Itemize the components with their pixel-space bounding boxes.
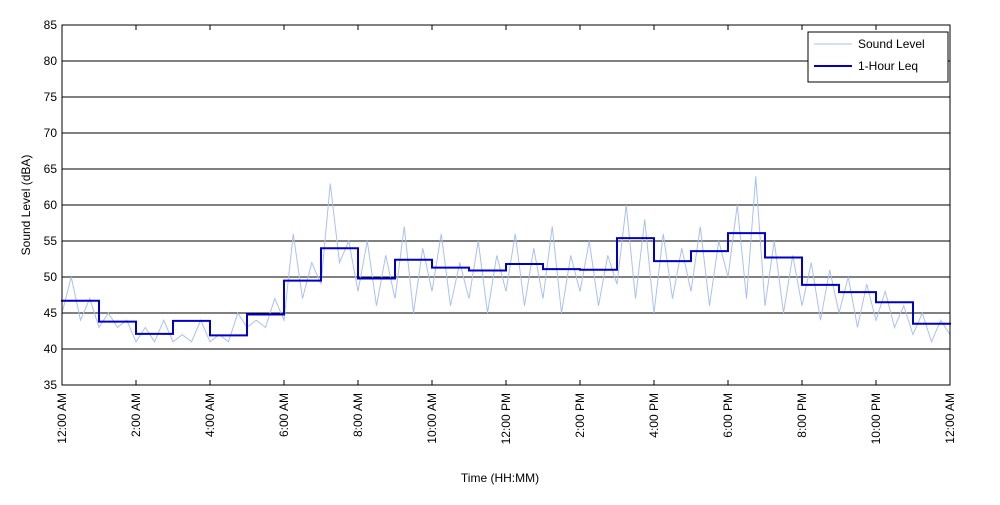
plot-frame [61,24,951,386]
y-tick-label: 45 [44,306,58,320]
x-tick-label: 12:00 PM [499,393,513,444]
x-tick-label: 10:00 PM [869,393,883,444]
y-tick-label: 55 [44,234,58,248]
x-axis-label: Time (HH:MM) [461,471,539,485]
y-tick-label: 80 [44,54,58,68]
y-tick-label: 40 [44,342,58,356]
y-tick-label: 65 [44,162,58,176]
legend-box [807,31,949,83]
y-tick-label: 70 [44,126,58,140]
legend-label: Sound Level [858,37,925,51]
legend-label: 1-Hour Leq [858,59,918,73]
y-axis-label: Sound Level (dBA) [19,155,33,256]
x-tick-label: 12:00 AM [943,393,957,444]
x-tick-label: 2:00 AM [129,393,143,437]
sound-level-line [61,176,951,344]
y-tick-label: 85 [44,18,58,32]
y-tick-label: 50 [44,270,58,284]
x-tick-label: 4:00 AM [203,393,217,437]
x-tick-label: 8:00 AM [351,393,365,437]
x-tick-label: 4:00 PM [647,393,661,438]
x-tick-label: 6:00 AM [277,393,291,437]
y-tick-label: 60 [44,198,58,212]
x-tick-label: 12:00 AM [55,393,69,444]
y-tick-label: 35 [44,378,58,392]
x-tick-label: 2:00 PM [573,393,587,438]
x-tick-label: 6:00 PM [721,393,735,438]
y-tick-label: 75 [44,90,58,104]
x-tick-label: 8:00 PM [795,393,809,438]
x-tick-label: 10:00 AM [425,393,439,444]
